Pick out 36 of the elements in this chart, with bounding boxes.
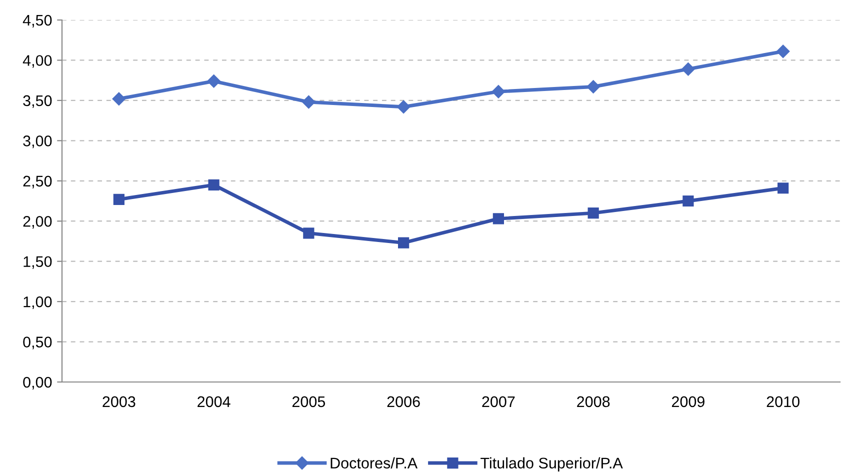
x-tick-label: 2007 (482, 396, 515, 408)
point (588, 208, 599, 219)
point (302, 95, 316, 109)
legend-label: Titulado Superior/P.A (480, 457, 623, 472)
point (113, 194, 124, 205)
point (586, 80, 600, 94)
point (682, 195, 694, 207)
x-tick-label: 2004 (198, 396, 230, 408)
y-tick-label: 2,00 (23, 216, 52, 229)
x-tick-label: 2009 (672, 396, 704, 408)
y-tick-label: 2,50 (23, 176, 52, 188)
point (776, 44, 790, 58)
point (207, 74, 220, 88)
point (682, 62, 695, 76)
x-tick-label: 2003 (102, 396, 136, 408)
point (303, 228, 314, 239)
point (396, 100, 410, 114)
y-tick-label: 3,50 (23, 95, 52, 108)
point (398, 237, 410, 248)
point (778, 182, 789, 194)
x-tick-label: 2005 (292, 396, 326, 408)
y-tick-label: 1,50 (24, 256, 52, 269)
x-tick-label: 2008 (577, 396, 610, 408)
y-tick-label: 4,50 (22, 14, 52, 28)
y-tick-label: 1,00 (24, 296, 52, 310)
point (492, 213, 504, 224)
x-tick-label: 2010 (766, 396, 800, 408)
y-tick-label: 0,50 (23, 336, 52, 350)
y-tick-label: 4,00 (22, 55, 52, 68)
legend-label: Doctores/P.A (330, 457, 418, 469)
y-tick-label: 3,00 (23, 136, 52, 148)
x-tick-label: 2006 (387, 396, 420, 408)
point (112, 92, 126, 106)
point (492, 85, 506, 98)
y-tick-label: 0,00 (23, 376, 52, 390)
point (208, 179, 220, 190)
